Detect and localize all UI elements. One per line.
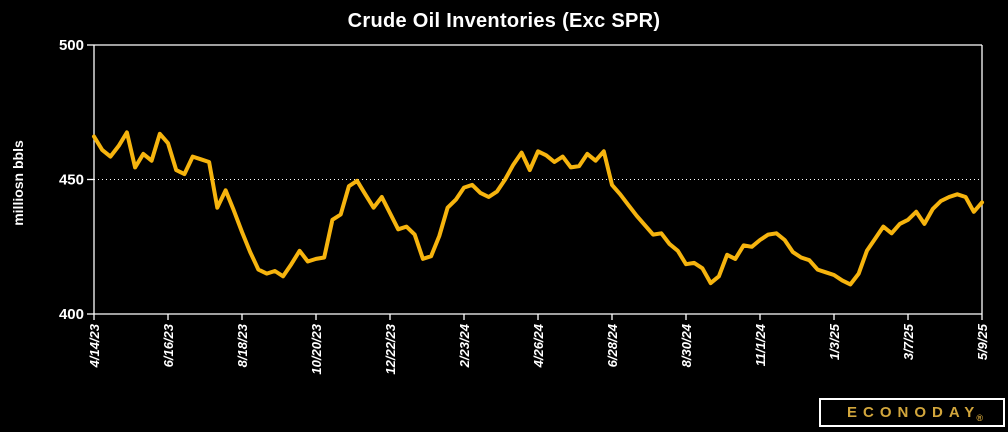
x-tick-label: 5/9/25 — [975, 323, 990, 360]
x-tick-label: 4/14/23 — [87, 323, 102, 368]
x-tick-label: 4/26/24 — [531, 323, 546, 368]
chart-title: Crude Oil Inventories (Exc SPR) — [347, 10, 661, 32]
x-tick-label: 6/28/24 — [605, 323, 620, 367]
registered-trademark-icon: ® — [976, 413, 983, 423]
y-tick-label: 500 — [59, 37, 84, 54]
y-tick-label: 400 — [59, 306, 84, 323]
x-tick-label: 8/18/23 — [235, 323, 250, 367]
x-tick-label: 3/7/25 — [901, 323, 916, 360]
x-tick-label: 11/1/24 — [753, 323, 768, 366]
x-tick-label: 12/22/23 — [383, 323, 398, 374]
x-tick-label: 6/16/23 — [161, 323, 176, 367]
crude-oil-inventories-line-series — [92, 130, 984, 287]
x-tick-label: 8/30/24 — [679, 323, 694, 367]
x-tick-label: 10/20/23 — [309, 323, 324, 374]
y-tick-label: 450 — [59, 172, 84, 189]
econoday-logo: ECONODAY ® — [819, 398, 1005, 427]
econoday-logo-text: ECONODAY — [847, 404, 981, 421]
x-tick-label: 1/3/25 — [827, 323, 842, 360]
x-tick-label: 2/23/24 — [457, 323, 472, 368]
